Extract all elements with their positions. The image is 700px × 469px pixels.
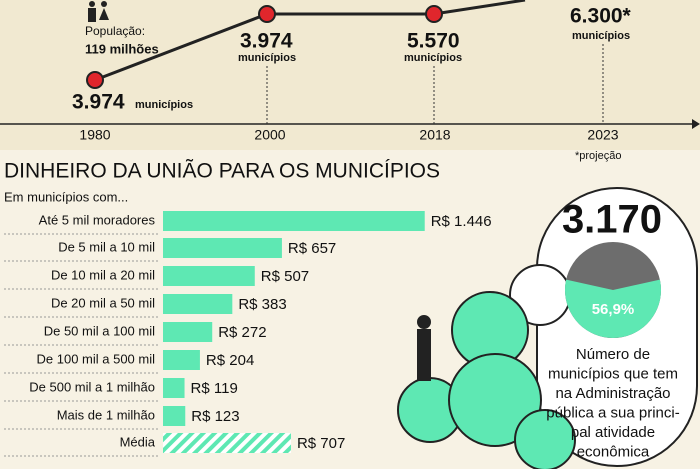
category-label: De 10 mil a 20 mil xyxy=(51,267,155,282)
value-label: R$ 1.446 xyxy=(431,213,492,230)
bar xyxy=(163,406,186,426)
pie-slice xyxy=(565,279,662,339)
count: 3.974 xyxy=(72,91,125,114)
caption-line: na Administração xyxy=(555,385,670,402)
caption-line: pública a sua princi- xyxy=(546,404,679,421)
population-label: População: xyxy=(85,24,145,38)
caption-line: econômica xyxy=(577,443,650,460)
value-label: R$ 123 xyxy=(191,408,239,425)
category-label: De 50 mil a 100 mil xyxy=(44,323,155,338)
bar xyxy=(163,238,282,258)
population: 119 milhões xyxy=(85,41,159,56)
unit: municípios xyxy=(135,99,193,111)
pie-chart: 3.170 56,9% Número de municípios que tem na … xyxy=(546,198,679,461)
year: 2018 xyxy=(419,127,450,143)
category-label: De 500 mil a 1 milhão xyxy=(29,379,155,394)
unit: municípios xyxy=(404,52,462,64)
count: 6.300* xyxy=(570,5,632,28)
category-label: De 5 mil a 10 mil xyxy=(58,239,155,254)
footnote: *projeção xyxy=(575,150,621,162)
unit: municípios xyxy=(238,52,296,64)
category-label: Média xyxy=(120,434,156,449)
caption-line: pal atividade xyxy=(571,424,655,441)
top-background xyxy=(0,0,700,150)
value-label: R$ 204 xyxy=(206,352,254,369)
chart-subtitle: Em municípios com... xyxy=(4,189,128,204)
timeline-line xyxy=(94,0,526,82)
value-label: R$ 383 xyxy=(238,296,286,313)
caption-line: Número de xyxy=(576,346,650,363)
value-label: R$ 707 xyxy=(297,435,345,452)
year: 2000 xyxy=(254,127,285,143)
value-label: R$ 507 xyxy=(261,268,309,285)
bar-chart: Até 5 mil moradores R$ 1.446 De 5 mil a 10… xyxy=(4,211,492,457)
bar xyxy=(163,378,185,398)
count: 3.974 xyxy=(240,30,293,53)
guides xyxy=(266,44,604,124)
bar xyxy=(163,294,233,314)
bar xyxy=(163,350,200,370)
timeline: População: 119 milhões 3.974 municípios … xyxy=(0,0,700,162)
year: 2023 xyxy=(587,127,618,143)
category-label: Até 5 mil moradores xyxy=(39,212,156,227)
category-label: De 20 mil a 50 mil xyxy=(51,295,155,310)
value-label: R$ 657 xyxy=(288,240,336,257)
bar xyxy=(163,322,213,342)
category-label: De 100 mil a 500 mil xyxy=(37,351,156,366)
bar xyxy=(163,211,425,231)
bar xyxy=(163,266,255,286)
axis-arrow xyxy=(692,119,700,129)
pie-value-label: 56,9% xyxy=(592,301,635,318)
timeline-dots xyxy=(86,5,443,89)
category-label: Mais de 1 milhão xyxy=(57,407,155,422)
value-label: R$ 119 xyxy=(191,380,238,397)
year: 1980 xyxy=(79,127,110,143)
bar xyxy=(163,433,291,453)
caption-line: municípios que tem xyxy=(548,365,678,382)
count: 5.570 xyxy=(407,30,460,53)
pie-title: 3.170 xyxy=(562,198,662,242)
people-icon xyxy=(88,1,109,22)
unit: municípios xyxy=(572,30,630,42)
chart-title: DINHEIRO DA UNIÃO PARA OS MUNICÍPIOS xyxy=(4,159,440,183)
value-label: R$ 272 xyxy=(218,324,266,341)
